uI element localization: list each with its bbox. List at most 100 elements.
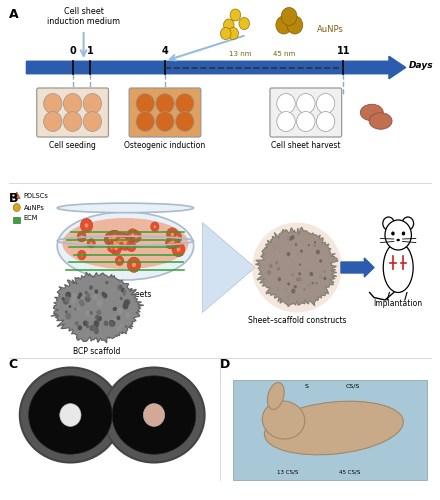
Circle shape [114,307,117,311]
Circle shape [290,293,292,296]
Circle shape [120,324,123,327]
Circle shape [166,234,179,248]
Circle shape [275,261,279,264]
Text: 45 nm: 45 nm [273,52,295,58]
Ellipse shape [29,376,112,454]
Circle shape [292,266,294,268]
Text: 13 nm: 13 nm [228,52,251,58]
Circle shape [105,281,109,284]
Ellipse shape [277,94,295,114]
Text: Sheet–scaffold constructs: Sheet–scaffold constructs [248,316,346,325]
Circle shape [239,18,249,29]
Ellipse shape [57,212,194,280]
Circle shape [109,321,114,326]
Text: A: A [9,8,18,20]
Circle shape [169,242,172,245]
Circle shape [295,243,297,246]
Polygon shape [202,222,255,312]
Text: 1: 1 [87,46,94,56]
Circle shape [78,292,82,297]
Circle shape [297,253,299,256]
Circle shape [77,325,82,330]
Circle shape [75,321,79,326]
Text: AuNPs: AuNPs [24,204,44,210]
Circle shape [111,236,115,240]
Text: 4: 4 [161,46,169,56]
Circle shape [383,217,394,230]
Circle shape [63,298,69,304]
Ellipse shape [316,94,335,114]
Circle shape [171,239,175,244]
Circle shape [286,252,290,256]
Circle shape [220,28,231,40]
Circle shape [119,285,123,289]
Circle shape [309,272,313,276]
Ellipse shape [297,94,315,114]
Ellipse shape [264,401,403,455]
Polygon shape [51,272,144,343]
Circle shape [131,234,134,237]
Circle shape [319,260,322,262]
Ellipse shape [63,112,82,132]
Circle shape [101,292,105,296]
Circle shape [121,236,131,246]
Circle shape [117,285,122,290]
Circle shape [323,270,326,272]
Circle shape [69,305,71,308]
Circle shape [300,250,303,253]
Circle shape [87,238,95,248]
Circle shape [117,326,121,331]
Circle shape [109,320,113,324]
Circle shape [65,310,68,314]
Ellipse shape [262,401,305,439]
Circle shape [95,326,99,330]
Circle shape [123,292,125,296]
Circle shape [224,19,234,31]
Text: CS/S: CS/S [346,384,360,389]
Circle shape [299,264,301,266]
Circle shape [85,291,88,294]
Circle shape [269,264,273,268]
Text: Osteogenic induction: Osteogenic induction [125,141,205,150]
Text: D: D [220,358,230,370]
Circle shape [71,298,76,304]
Circle shape [113,241,117,246]
Circle shape [71,293,77,300]
Circle shape [110,320,115,326]
Circle shape [172,232,182,242]
Circle shape [90,311,93,314]
Ellipse shape [268,382,284,409]
Circle shape [124,300,129,306]
Circle shape [286,236,290,240]
Circle shape [314,244,316,247]
Circle shape [62,297,65,300]
Circle shape [154,226,156,228]
Text: S: S [305,384,309,389]
Circle shape [402,232,405,235]
Circle shape [77,295,81,299]
Circle shape [285,288,288,291]
Circle shape [77,292,83,299]
Circle shape [125,240,128,242]
Circle shape [307,283,311,288]
Circle shape [130,245,133,248]
Circle shape [315,282,318,284]
Circle shape [114,234,125,247]
Circle shape [171,232,174,236]
FancyBboxPatch shape [233,380,427,480]
Circle shape [85,310,89,316]
Circle shape [127,242,136,252]
Ellipse shape [316,112,335,132]
Circle shape [117,308,122,312]
Circle shape [96,310,101,316]
Circle shape [80,301,84,306]
Text: BCP scaffold: BCP scaffold [73,348,121,356]
Circle shape [114,239,122,250]
Ellipse shape [112,376,196,454]
Ellipse shape [396,239,400,242]
Circle shape [107,230,120,245]
Circle shape [312,282,314,284]
Ellipse shape [252,222,342,312]
Text: PDLSC sheets: PDLSC sheets [99,290,152,299]
FancyArrow shape [26,56,406,78]
